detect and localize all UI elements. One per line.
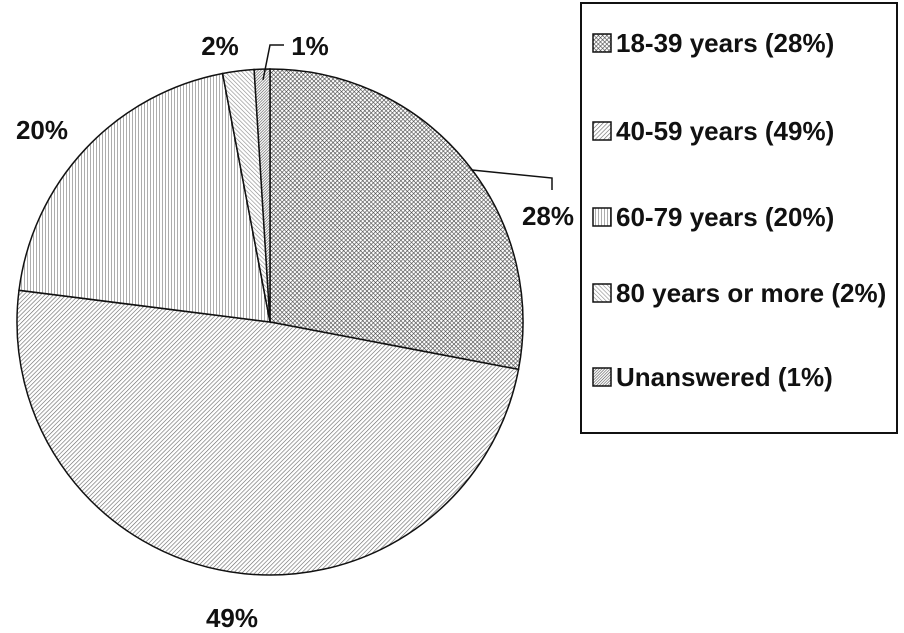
pie-slice: [18, 72, 271, 323]
data-label: 49%: [206, 603, 258, 633]
legend-swatch: [592, 207, 612, 227]
pie-slice: [16, 289, 520, 576]
data-label: 20%: [16, 115, 68, 145]
legend-entry: Unanswered (1%): [592, 360, 833, 394]
legend-label: 80 years or more (2%): [616, 278, 887, 308]
data-label: 2%: [201, 31, 239, 61]
chart: 28% 49% 20% 2% 1%: [16, 31, 574, 633]
legend-label: 40-59 years (49%): [616, 116, 835, 146]
legend-swatch: [592, 283, 612, 303]
legend-swatch: [592, 33, 612, 53]
leader-line: [262, 44, 284, 81]
leader-line: [471, 169, 553, 190]
data-label: 1%: [291, 31, 329, 61]
legend-label: Unanswered (1%): [616, 362, 833, 392]
legend-label: 60-79 years (20%): [616, 202, 835, 232]
pie-slice: [269, 68, 524, 371]
legend-entry: 40-59 years (49%): [592, 114, 834, 148]
legend-swatch: [592, 367, 612, 387]
legend-entry: 60-79 years (20%): [592, 200, 834, 234]
legend-entry: 18-39 years (28%): [592, 26, 834, 60]
data-label: 28%: [522, 201, 574, 231]
pie-slice: [253, 68, 271, 323]
legend-entry: 80 years or more (2%): [592, 276, 886, 310]
legend-swatch: [592, 121, 612, 141]
legend: 18-39 years (28%) 40-59 years (49%) 60-79 …: [580, 2, 898, 434]
legend-label: 18-39 years (28%): [616, 28, 835, 58]
